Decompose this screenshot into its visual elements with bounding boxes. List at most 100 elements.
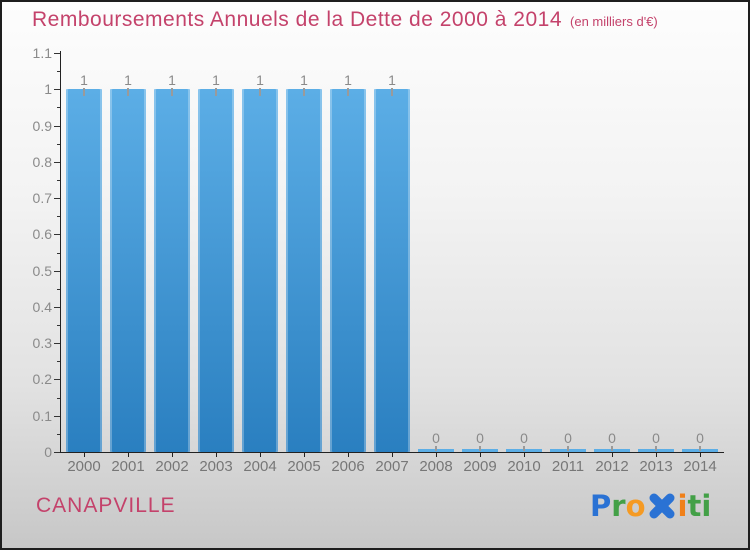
y-axis-line bbox=[60, 51, 61, 452]
bar-value-stem bbox=[611, 446, 613, 451]
y-axis-major-tick bbox=[54, 415, 60, 417]
x-axis-tick bbox=[84, 452, 85, 457]
x-axis-tick-label: 2013 bbox=[639, 458, 673, 475]
y-axis-minor-tick bbox=[57, 179, 60, 181]
bar-value-label: 0 bbox=[432, 430, 440, 446]
bar-value-stem bbox=[83, 88, 85, 97]
bar-value-stem bbox=[479, 446, 481, 451]
x-axis-tick bbox=[524, 452, 525, 457]
bar-value-label: 0 bbox=[520, 430, 528, 446]
y-axis-tick-label: 1.1 bbox=[32, 45, 52, 62]
y-axis-major-tick bbox=[54, 89, 60, 91]
bar-value-stem bbox=[347, 88, 349, 97]
commune-name: CANAPVILLE bbox=[36, 494, 176, 517]
y-axis-major-tick bbox=[54, 306, 60, 308]
bar-value-label: 0 bbox=[608, 430, 616, 446]
y-axis-tick-label: 0.4 bbox=[32, 298, 52, 315]
x-axis-tick-label: 2007 bbox=[375, 458, 409, 475]
x-axis-tick-label: 2004 bbox=[243, 458, 277, 475]
bar-value-stem bbox=[303, 88, 305, 97]
y-axis-major-tick bbox=[54, 270, 60, 272]
y-axis-minor-tick bbox=[57, 252, 60, 254]
bar-value-stem bbox=[699, 446, 701, 451]
y-axis-tick-label: 0 bbox=[44, 444, 52, 460]
y-axis-minor-tick bbox=[57, 143, 60, 145]
bar-value-label: 1 bbox=[80, 72, 88, 89]
y-axis-major-tick bbox=[54, 53, 60, 55]
x-axis-tick-label: 2001 bbox=[111, 458, 145, 475]
bar-value-stem bbox=[391, 88, 393, 97]
x-axis-tick-label: 2011 bbox=[551, 458, 585, 475]
bar-value-label: 0 bbox=[476, 430, 484, 446]
bar-value-label: 1 bbox=[124, 72, 132, 89]
y-axis-tick-label: 0.3 bbox=[32, 335, 52, 352]
logo-letter: i bbox=[701, 489, 712, 523]
bar-value-label: 1 bbox=[168, 72, 176, 89]
y-axis-minor-tick bbox=[57, 71, 60, 73]
chart-title: Remboursements Annuels de la Dette de 20… bbox=[32, 8, 563, 31]
y-axis-minor-tick bbox=[57, 288, 60, 290]
bar-value-label: 1 bbox=[388, 72, 396, 89]
bar-2003 bbox=[198, 89, 234, 452]
bar-2002 bbox=[154, 89, 190, 452]
bar-value-stem bbox=[523, 446, 525, 451]
logo-letter: i bbox=[677, 489, 688, 523]
bar-value-label: 1 bbox=[256, 72, 264, 89]
x-axis-tick-label: 2006 bbox=[331, 458, 365, 475]
x-axis-tick bbox=[348, 452, 349, 457]
y-axis-tick-label: 0.5 bbox=[32, 262, 52, 279]
x-axis-tick-label: 2010 bbox=[507, 458, 541, 475]
x-axis-tick-label: 2009 bbox=[463, 458, 497, 475]
x-axis-tick bbox=[480, 452, 481, 457]
bar-value-label: 1 bbox=[344, 72, 352, 89]
bar-value-stem bbox=[215, 88, 217, 97]
x-axis-tick-label: 2012 bbox=[595, 458, 629, 475]
y-axis-tick-label: 0.6 bbox=[32, 226, 52, 243]
proxiti-logo: Pro iti bbox=[590, 489, 711, 523]
bar-value-label: 0 bbox=[564, 430, 572, 446]
bar-2004 bbox=[242, 89, 278, 452]
x-axis-tick-label: 2002 bbox=[155, 458, 189, 475]
bar-value-label: 1 bbox=[300, 72, 308, 89]
x-axis-tick bbox=[612, 452, 613, 457]
y-axis-minor-tick bbox=[57, 216, 60, 218]
x-axis-tick bbox=[392, 452, 393, 457]
y-axis-tick-label: 0.9 bbox=[32, 117, 52, 134]
bar-value-stem bbox=[127, 88, 129, 97]
y-axis-major-tick bbox=[54, 125, 60, 127]
logo-letter: P bbox=[590, 489, 612, 523]
y-axis-major-tick bbox=[54, 198, 60, 200]
bar-2005 bbox=[286, 89, 322, 452]
x-axis-tick bbox=[656, 452, 657, 457]
logo-x-icon bbox=[649, 493, 675, 519]
y-axis-major-tick bbox=[54, 452, 60, 453]
x-axis-tick bbox=[436, 452, 437, 457]
x-axis-tick bbox=[304, 452, 305, 457]
x-axis-tick bbox=[568, 452, 569, 457]
bar-value-stem bbox=[655, 446, 657, 451]
y-axis-major-tick bbox=[54, 161, 60, 163]
logo-letter: o bbox=[625, 489, 646, 523]
x-axis-tick bbox=[700, 452, 701, 457]
y-axis-tick-label: 0.2 bbox=[32, 371, 52, 388]
y-axis-major-tick bbox=[54, 343, 60, 345]
x-axis-tick-label: 2008 bbox=[419, 458, 453, 475]
x-axis-tick bbox=[172, 452, 173, 457]
y-axis-minor-tick bbox=[57, 433, 60, 435]
bar-2001 bbox=[110, 89, 146, 452]
y-axis-tick-label: 0.1 bbox=[32, 407, 52, 424]
bar-value-label: 1 bbox=[212, 72, 220, 89]
chart-header: Remboursements Annuels de la Dette de 20… bbox=[32, 8, 658, 32]
logo-letter: r bbox=[611, 489, 626, 523]
bar-value-label: 0 bbox=[652, 430, 660, 446]
y-axis-minor-tick bbox=[57, 361, 60, 363]
bar-2000 bbox=[66, 89, 102, 452]
y-axis-minor-tick bbox=[57, 397, 60, 399]
x-axis-tick bbox=[260, 452, 261, 457]
logo-letter: t bbox=[687, 489, 702, 523]
x-axis-tick-label: 2005 bbox=[287, 458, 321, 475]
bar-value-label: 0 bbox=[696, 430, 704, 446]
bar-2006 bbox=[330, 89, 366, 452]
